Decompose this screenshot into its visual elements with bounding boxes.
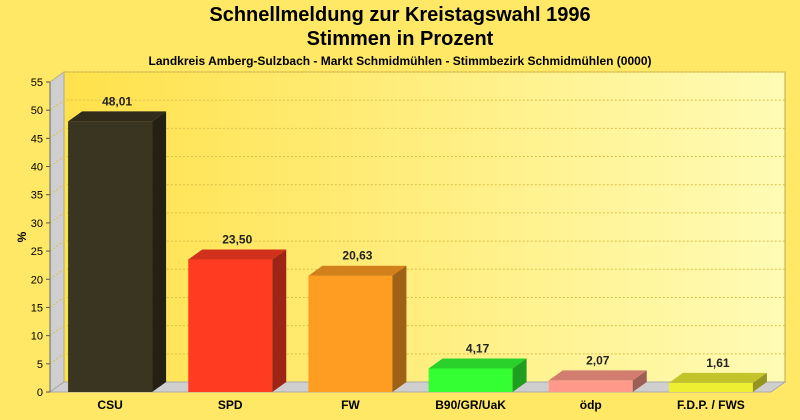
y-tick-label: 0 — [37, 387, 43, 399]
gridline — [49, 240, 785, 252]
y-tick-label: 45 — [31, 133, 43, 145]
y-axis-label: % — [15, 231, 29, 242]
gridline — [49, 184, 785, 196]
bar-top — [548, 370, 647, 381]
y-tick-label: 20 — [31, 274, 43, 286]
bar-top — [188, 249, 287, 260]
plot-side-wall — [49, 71, 65, 393]
bar-side — [512, 358, 527, 392]
gridline — [49, 353, 785, 365]
bar-top — [428, 358, 527, 369]
bar-value-label: 23,50 — [222, 233, 252, 247]
y-tick-label: 25 — [31, 246, 43, 258]
bar-value-label: 2,07 — [586, 353, 610, 367]
x-category-label: ödp — [580, 398, 602, 412]
bar — [68, 121, 153, 392]
bar — [308, 275, 393, 392]
y-tick-label: 55 — [31, 77, 43, 89]
y-tick-label: 35 — [31, 190, 43, 202]
bar-value-label: 4,17 — [466, 341, 490, 355]
bar-side — [392, 265, 407, 392]
y-tick-label: 40 — [31, 162, 43, 174]
bar-top — [308, 265, 407, 276]
bar — [668, 382, 753, 392]
gridline — [49, 296, 785, 308]
gridline — [49, 71, 785, 83]
chart-title: Schnellmeldung zur Kreistagswahl 1996 — [209, 4, 591, 26]
y-tick-label: 5 — [37, 359, 43, 371]
bar-value-label: 48,01 — [102, 94, 132, 108]
gridline — [49, 99, 785, 111]
x-category-label: F.D.P. / FWS — [677, 398, 745, 412]
bar — [428, 368, 513, 392]
x-category-label: CSU — [97, 398, 122, 412]
x-category-label: FW — [341, 398, 360, 412]
bar-side — [152, 111, 167, 392]
plot-area — [63, 71, 786, 383]
y-tick-label: 15 — [31, 302, 43, 314]
bar-value-label: 20,63 — [342, 249, 372, 263]
x-category-label: SPD — [218, 398, 243, 412]
bar-top — [68, 111, 167, 122]
bar-side — [752, 372, 767, 392]
gridline — [49, 212, 785, 224]
bar-value-label: 1,61 — [706, 356, 730, 370]
bar-side — [272, 249, 287, 392]
bar — [188, 259, 273, 392]
bar-top — [668, 372, 767, 383]
x-category-label: B90/GR/UaK — [435, 398, 506, 412]
y-tick-label: 10 — [31, 331, 43, 343]
chart-subtitle: Stimmen in Prozent — [306, 28, 494, 50]
bar — [548, 380, 633, 392]
gridline — [49, 156, 785, 167]
y-tick-label: 30 — [31, 218, 43, 230]
gridline — [49, 268, 785, 280]
bar-side — [632, 370, 647, 392]
chart-region-subtitle: Landkreis Amberg-Sulzbach - Markt Schmid… — [148, 54, 652, 68]
gridline — [49, 127, 785, 139]
gridline — [49, 325, 785, 337]
y-tick-label: 50 — [31, 105, 43, 117]
